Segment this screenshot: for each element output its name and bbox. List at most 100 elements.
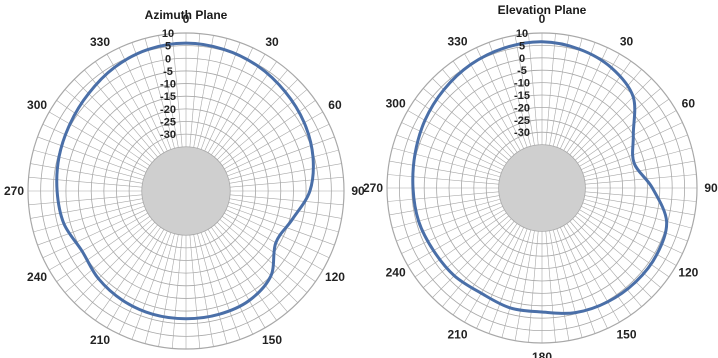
- grid-spoke: [414, 212, 507, 278]
- grid-spoke: [74, 222, 155, 303]
- grid-spoke: [42, 209, 147, 259]
- grid-spoke: [211, 61, 277, 155]
- grid-spoke: [464, 53, 521, 151]
- grid-spoke: [204, 230, 254, 335]
- angle-tick-label: 210: [90, 333, 110, 347]
- grid-spoke: [577, 212, 670, 278]
- grid-spoke: [207, 229, 266, 328]
- angle-tick-label: 90: [704, 181, 718, 195]
- grid-spoke: [197, 38, 228, 149]
- radial-tick-label: 10: [162, 28, 174, 40]
- grid-spoke: [401, 206, 503, 254]
- grid-spoke: [452, 60, 518, 153]
- grid-spoke: [545, 33, 556, 145]
- grid-spoke: [476, 47, 524, 149]
- radial-tick-label: -5: [163, 66, 173, 78]
- grid-spoke: [566, 223, 632, 316]
- angle-tick-label: 330: [90, 35, 110, 49]
- grid-spoke: [49, 111, 148, 170]
- grid-spoke: [144, 38, 175, 149]
- angle-tick-label: 270: [363, 181, 383, 195]
- grid-spoke: [207, 54, 266, 153]
- grid-spoke: [569, 221, 642, 307]
- grid-spoke: [442, 221, 515, 307]
- angle-tick-label: 120: [325, 270, 345, 284]
- angle-tick-label: 90: [351, 184, 365, 198]
- radial-tick-label: -10: [514, 78, 530, 90]
- grid-spoke: [552, 38, 583, 147]
- grid-spoke: [582, 202, 688, 242]
- grid-spoke: [158, 234, 179, 347]
- grid-spoke: [204, 47, 254, 152]
- radial-tick-label: 0: [165, 53, 171, 65]
- grid-spoke: [106, 54, 165, 153]
- grid-spoke: [572, 218, 652, 298]
- grid-spoke: [560, 47, 608, 149]
- grid-spoke: [228, 202, 339, 233]
- grid-spoke: [56, 216, 150, 282]
- grid-spoke: [569, 69, 642, 155]
- grid-spoke: [583, 147, 692, 178]
- grid-spoke: [118, 47, 168, 152]
- angle-tick-label: 30: [620, 35, 634, 49]
- center-disc: [498, 144, 586, 232]
- grid-spoke: [144, 233, 175, 344]
- angle-tick-label: 60: [328, 98, 342, 112]
- grid-spoke: [30, 163, 143, 184]
- grid-spoke: [572, 78, 652, 158]
- grid-spoke: [392, 147, 501, 178]
- grid-spoke: [392, 198, 501, 229]
- angle-tick-label: 120: [678, 266, 698, 280]
- grid-spoke: [228, 149, 339, 180]
- radial-tick-label: -20: [514, 102, 530, 114]
- grid-spoke: [488, 42, 528, 148]
- grid-spoke: [389, 160, 500, 181]
- angle-tick-label: 180: [176, 356, 196, 358]
- grid-spoke: [552, 229, 583, 338]
- grid-spoke: [200, 232, 241, 340]
- grid-spoke: [230, 194, 344, 206]
- grid-spoke: [563, 53, 620, 151]
- grid-spoke: [549, 35, 570, 146]
- grid-spoke: [118, 230, 168, 335]
- grid-spoke: [227, 136, 335, 177]
- angle-tick-label: 0: [539, 12, 546, 26]
- grid-spoke: [189, 235, 201, 349]
- angle-tick-label: 270: [4, 184, 24, 198]
- grid-spoke: [158, 35, 179, 148]
- grid-spoke: [545, 231, 556, 343]
- grid-spoke: [442, 69, 515, 155]
- radial-tick-label: -20: [160, 104, 176, 116]
- grid-spoke: [30, 198, 143, 219]
- angle-tick-label: 60: [682, 97, 696, 111]
- angle-tick-label: 300: [27, 98, 47, 112]
- grid-spoke: [582, 134, 688, 174]
- grid-spoke: [193, 35, 214, 148]
- grid-spoke: [95, 61, 161, 155]
- series-line: [411, 40, 669, 315]
- grid-spoke: [579, 110, 677, 167]
- grid-spoke: [396, 134, 502, 174]
- grid-spoke: [432, 218, 512, 298]
- grid-spoke: [387, 191, 499, 202]
- grid-spoke: [214, 69, 288, 158]
- grid-spoke: [131, 232, 172, 340]
- radial-tick-label: 5: [165, 41, 171, 53]
- radial-tick-label: -25: [514, 115, 530, 127]
- grid-spoke: [189, 33, 201, 147]
- grid-spoke: [501, 38, 532, 147]
- grid-spoke: [225, 209, 330, 259]
- grid-spoke: [432, 78, 512, 158]
- grid-spoke: [563, 225, 620, 323]
- grid-spoke: [488, 228, 528, 334]
- grid-spoke: [37, 205, 145, 246]
- grid-spoke: [224, 212, 323, 271]
- grid-spoke: [584, 195, 695, 216]
- grid-spoke: [407, 209, 505, 266]
- grid-spoke: [64, 89, 153, 163]
- chart-title: Azimuth Plane: [145, 8, 228, 22]
- radial-tick-label: 10: [516, 28, 528, 40]
- grid-spoke: [396, 202, 502, 242]
- grid-spoke: [387, 174, 499, 185]
- grid-spoke: [74, 79, 155, 160]
